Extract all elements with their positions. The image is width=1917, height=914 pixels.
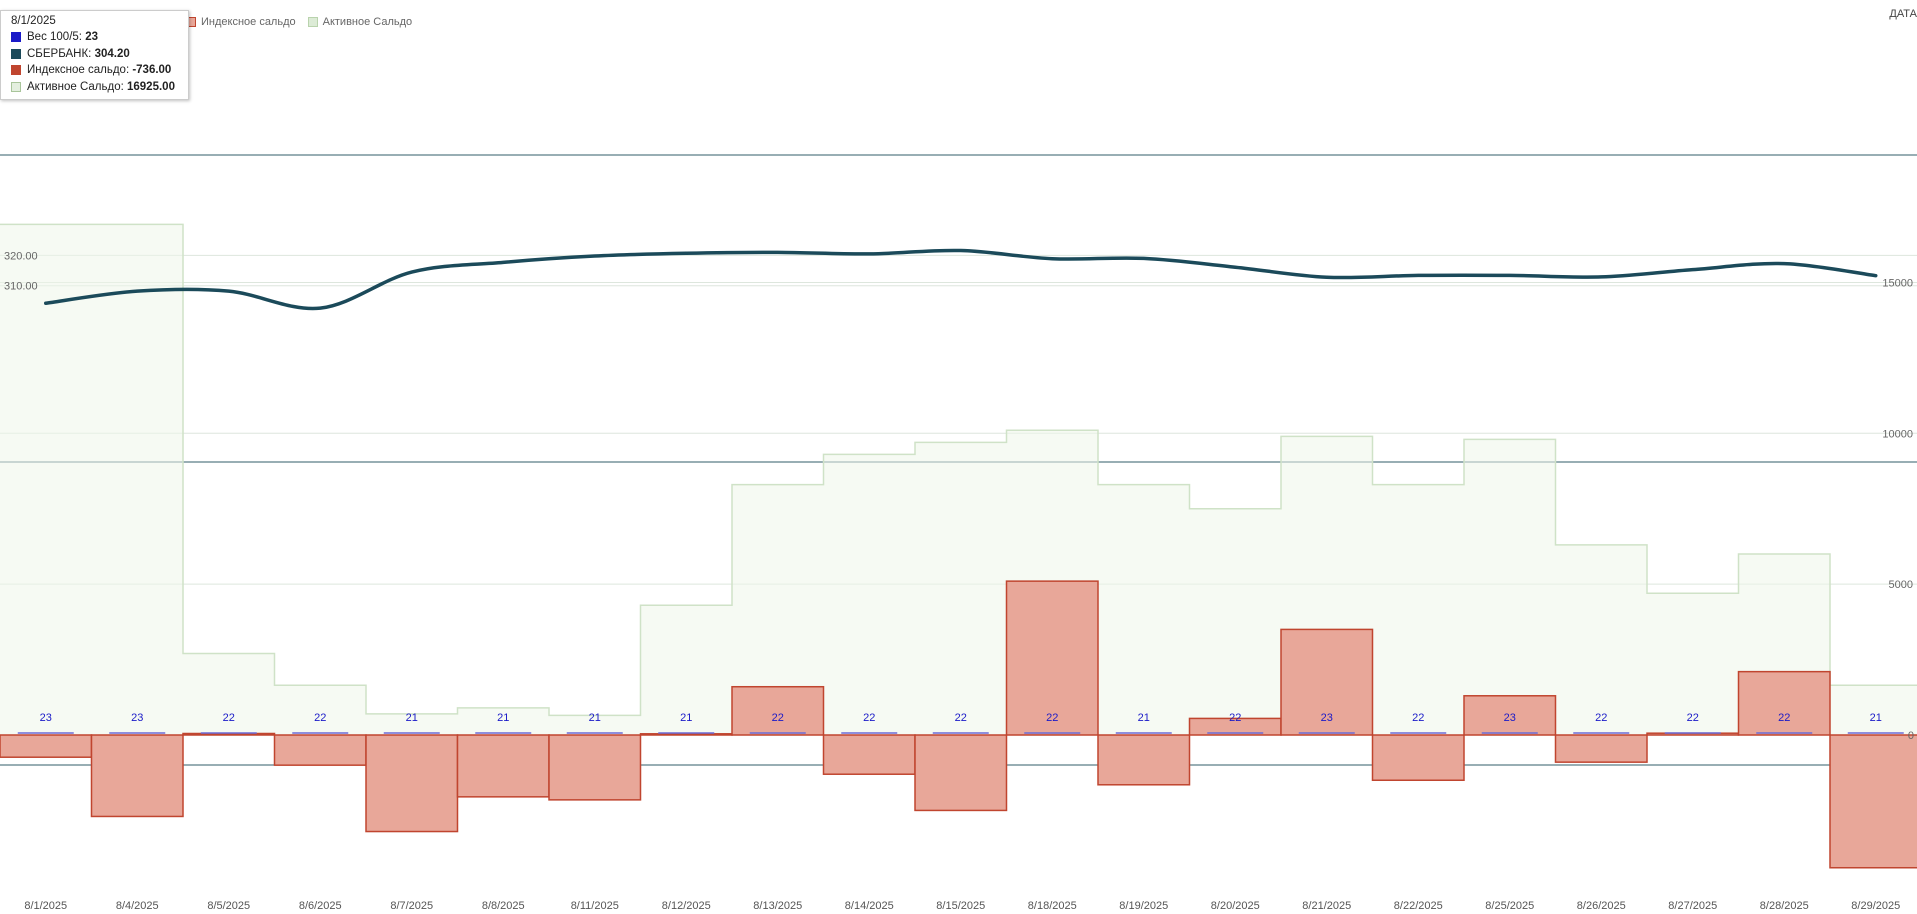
index-saldo-bar-1 [90, 734, 184, 818]
legend-label-active: Активное Сальдо [322, 16, 413, 28]
x-tick-label-14: 8/21/2025 [1302, 900, 1351, 912]
x-tick-label-8: 8/13/2025 [753, 900, 802, 912]
x-tick-label-17: 8/26/2025 [1577, 900, 1626, 912]
index-saldo-bar-12 [1097, 734, 1191, 786]
x-tick-label-16: 8/25/2025 [1485, 900, 1534, 912]
active-saldo-line [0, 223, 1917, 717]
index-saldo-bar-20 [1829, 734, 1917, 869]
index-saldo-bar-14 [1280, 628, 1374, 736]
index-saldo-bar-15 [1371, 734, 1465, 782]
index-saldo-bar-11 [1005, 580, 1099, 736]
tooltip-row-weight: Вес 100/5: 23 [11, 29, 178, 46]
weight-label-7: 21 [680, 712, 692, 724]
tooltip: 8/1/2025 Вес 100/5: 23 СБЕРБАНК: 304.20 … [0, 10, 189, 100]
weight-label-15: 22 [1412, 712, 1424, 724]
sberbank-price-line [44, 248, 1878, 311]
x-tick-label-9: 8/14/2025 [845, 900, 894, 912]
x-tick-label-19: 8/28/2025 [1760, 900, 1809, 912]
index-saldo-bar-4 [365, 734, 459, 833]
left-tick-label-0: 310.00 [4, 281, 38, 293]
tooltip-label-sber: СБЕРБАНК [27, 47, 89, 60]
weight-label-17: 22 [1595, 712, 1607, 724]
tooltip-swatch-index [11, 65, 21, 76]
tooltip-row-sber: СБЕРБАНК: 304.20 [11, 46, 178, 63]
tooltip-date: 8/1/2025 [11, 15, 56, 27]
index-saldo-bar-17 [1554, 734, 1648, 763]
weight-label-9: 22 [863, 712, 875, 724]
tooltip-swatch-weight [11, 32, 21, 43]
tooltip-row-index: Индексное сальдо: -736.00 [11, 62, 178, 79]
x-tick-label-12: 8/19/2025 [1119, 900, 1168, 912]
legend-swatch-active [307, 17, 318, 27]
weight-label-4: 21 [406, 712, 418, 724]
x-tick-label-15: 8/22/2025 [1394, 900, 1443, 912]
tooltip-value-sber: 304.20 [94, 47, 130, 60]
weight-label-13: 22 [1229, 712, 1241, 724]
weight-label-11: 22 [1046, 712, 1058, 724]
weight-label-10: 22 [955, 712, 967, 724]
x-tick-label-4: 8/7/2025 [390, 900, 433, 912]
right-tick-label-1: 5000 [1889, 579, 1913, 591]
weight-label-3: 22 [314, 712, 326, 724]
weight-label-2: 22 [223, 712, 235, 724]
x-tick-label-0: 8/1/2025 [24, 900, 67, 912]
weight-label-14: 23 [1321, 712, 1333, 724]
index-saldo-bar-10 [914, 734, 1008, 812]
weight-label-19: 22 [1778, 712, 1790, 724]
date-axis-label: ДАТА [1889, 8, 1917, 20]
tooltip-row-active: Активное Сальдо: 16925.00 [11, 79, 178, 96]
x-tick-label-3: 8/6/2025 [299, 900, 342, 912]
left-tick-label-1: 320.00 [4, 250, 38, 262]
weight-label-6: 21 [589, 712, 601, 724]
right-tick-label-0: 0 [1908, 730, 1914, 742]
legend-label-index: Индексное сальдо [201, 16, 296, 28]
x-tick-label-13: 8/20/2025 [1211, 900, 1260, 912]
x-tick-label-7: 8/12/2025 [662, 900, 711, 912]
tooltip-swatch-active [11, 81, 21, 92]
x-tick-label-2: 8/5/2025 [207, 900, 250, 912]
weight-label-18: 22 [1687, 712, 1699, 724]
weight-label-12: 21 [1138, 712, 1150, 724]
x-tick-label-1: 8/4/2025 [116, 900, 159, 912]
x-tick-label-10: 8/15/2025 [936, 900, 985, 912]
x-tick-label-5: 8/8/2025 [482, 900, 525, 912]
tooltip-value-weight: 23 [85, 31, 98, 44]
x-tick-label-11: 8/18/2025 [1028, 900, 1077, 912]
index-saldo-bar-9 [822, 734, 916, 775]
weight-label-8: 22 [772, 712, 784, 724]
tooltip-label-index: Индексное сальдо [27, 64, 126, 77]
tooltip-value-active: 16925.00 [127, 80, 175, 93]
index-saldo-bar-19 [1737, 670, 1831, 736]
legend-item-index[interactable]: Индексное сальдо [186, 16, 296, 28]
active-saldo-area [0, 224, 1917, 735]
chart-legend: Индексное сальдо Активное Сальдо [186, 16, 412, 28]
x-tick-label-6: 8/11/2025 [571, 900, 619, 912]
index-saldo-bar-8 [731, 685, 825, 736]
weight-label-16: 23 [1504, 712, 1516, 724]
x-tick-label-20: 8/29/2025 [1851, 900, 1900, 912]
right-tick-label-2: 10000 [1882, 428, 1913, 440]
right-tick-label-3: 15000 [1882, 277, 1913, 289]
index-saldo-bar-16 [1463, 695, 1557, 736]
tooltip-swatch-sber [11, 48, 21, 59]
weight-label-1: 23 [131, 712, 143, 724]
weight-label-0: 23 [40, 712, 52, 724]
index-saldo-bar-3 [273, 734, 367, 766]
tooltip-label-active: Активное Сальдо [27, 80, 121, 93]
legend-item-active[interactable]: Активное Сальдо [307, 16, 413, 28]
weight-label-5: 21 [497, 712, 509, 724]
index-saldo-bar-5 [456, 734, 550, 798]
x-tick-label-18: 8/27/2025 [1668, 900, 1717, 912]
index-saldo-bar-0 [0, 734, 93, 758]
index-saldo-bar-6 [548, 734, 642, 801]
tooltip-label-weight: Вес 100/5 [27, 31, 79, 44]
weight-label-20: 21 [1870, 712, 1882, 724]
tooltip-value-index: -736.00 [132, 64, 172, 77]
